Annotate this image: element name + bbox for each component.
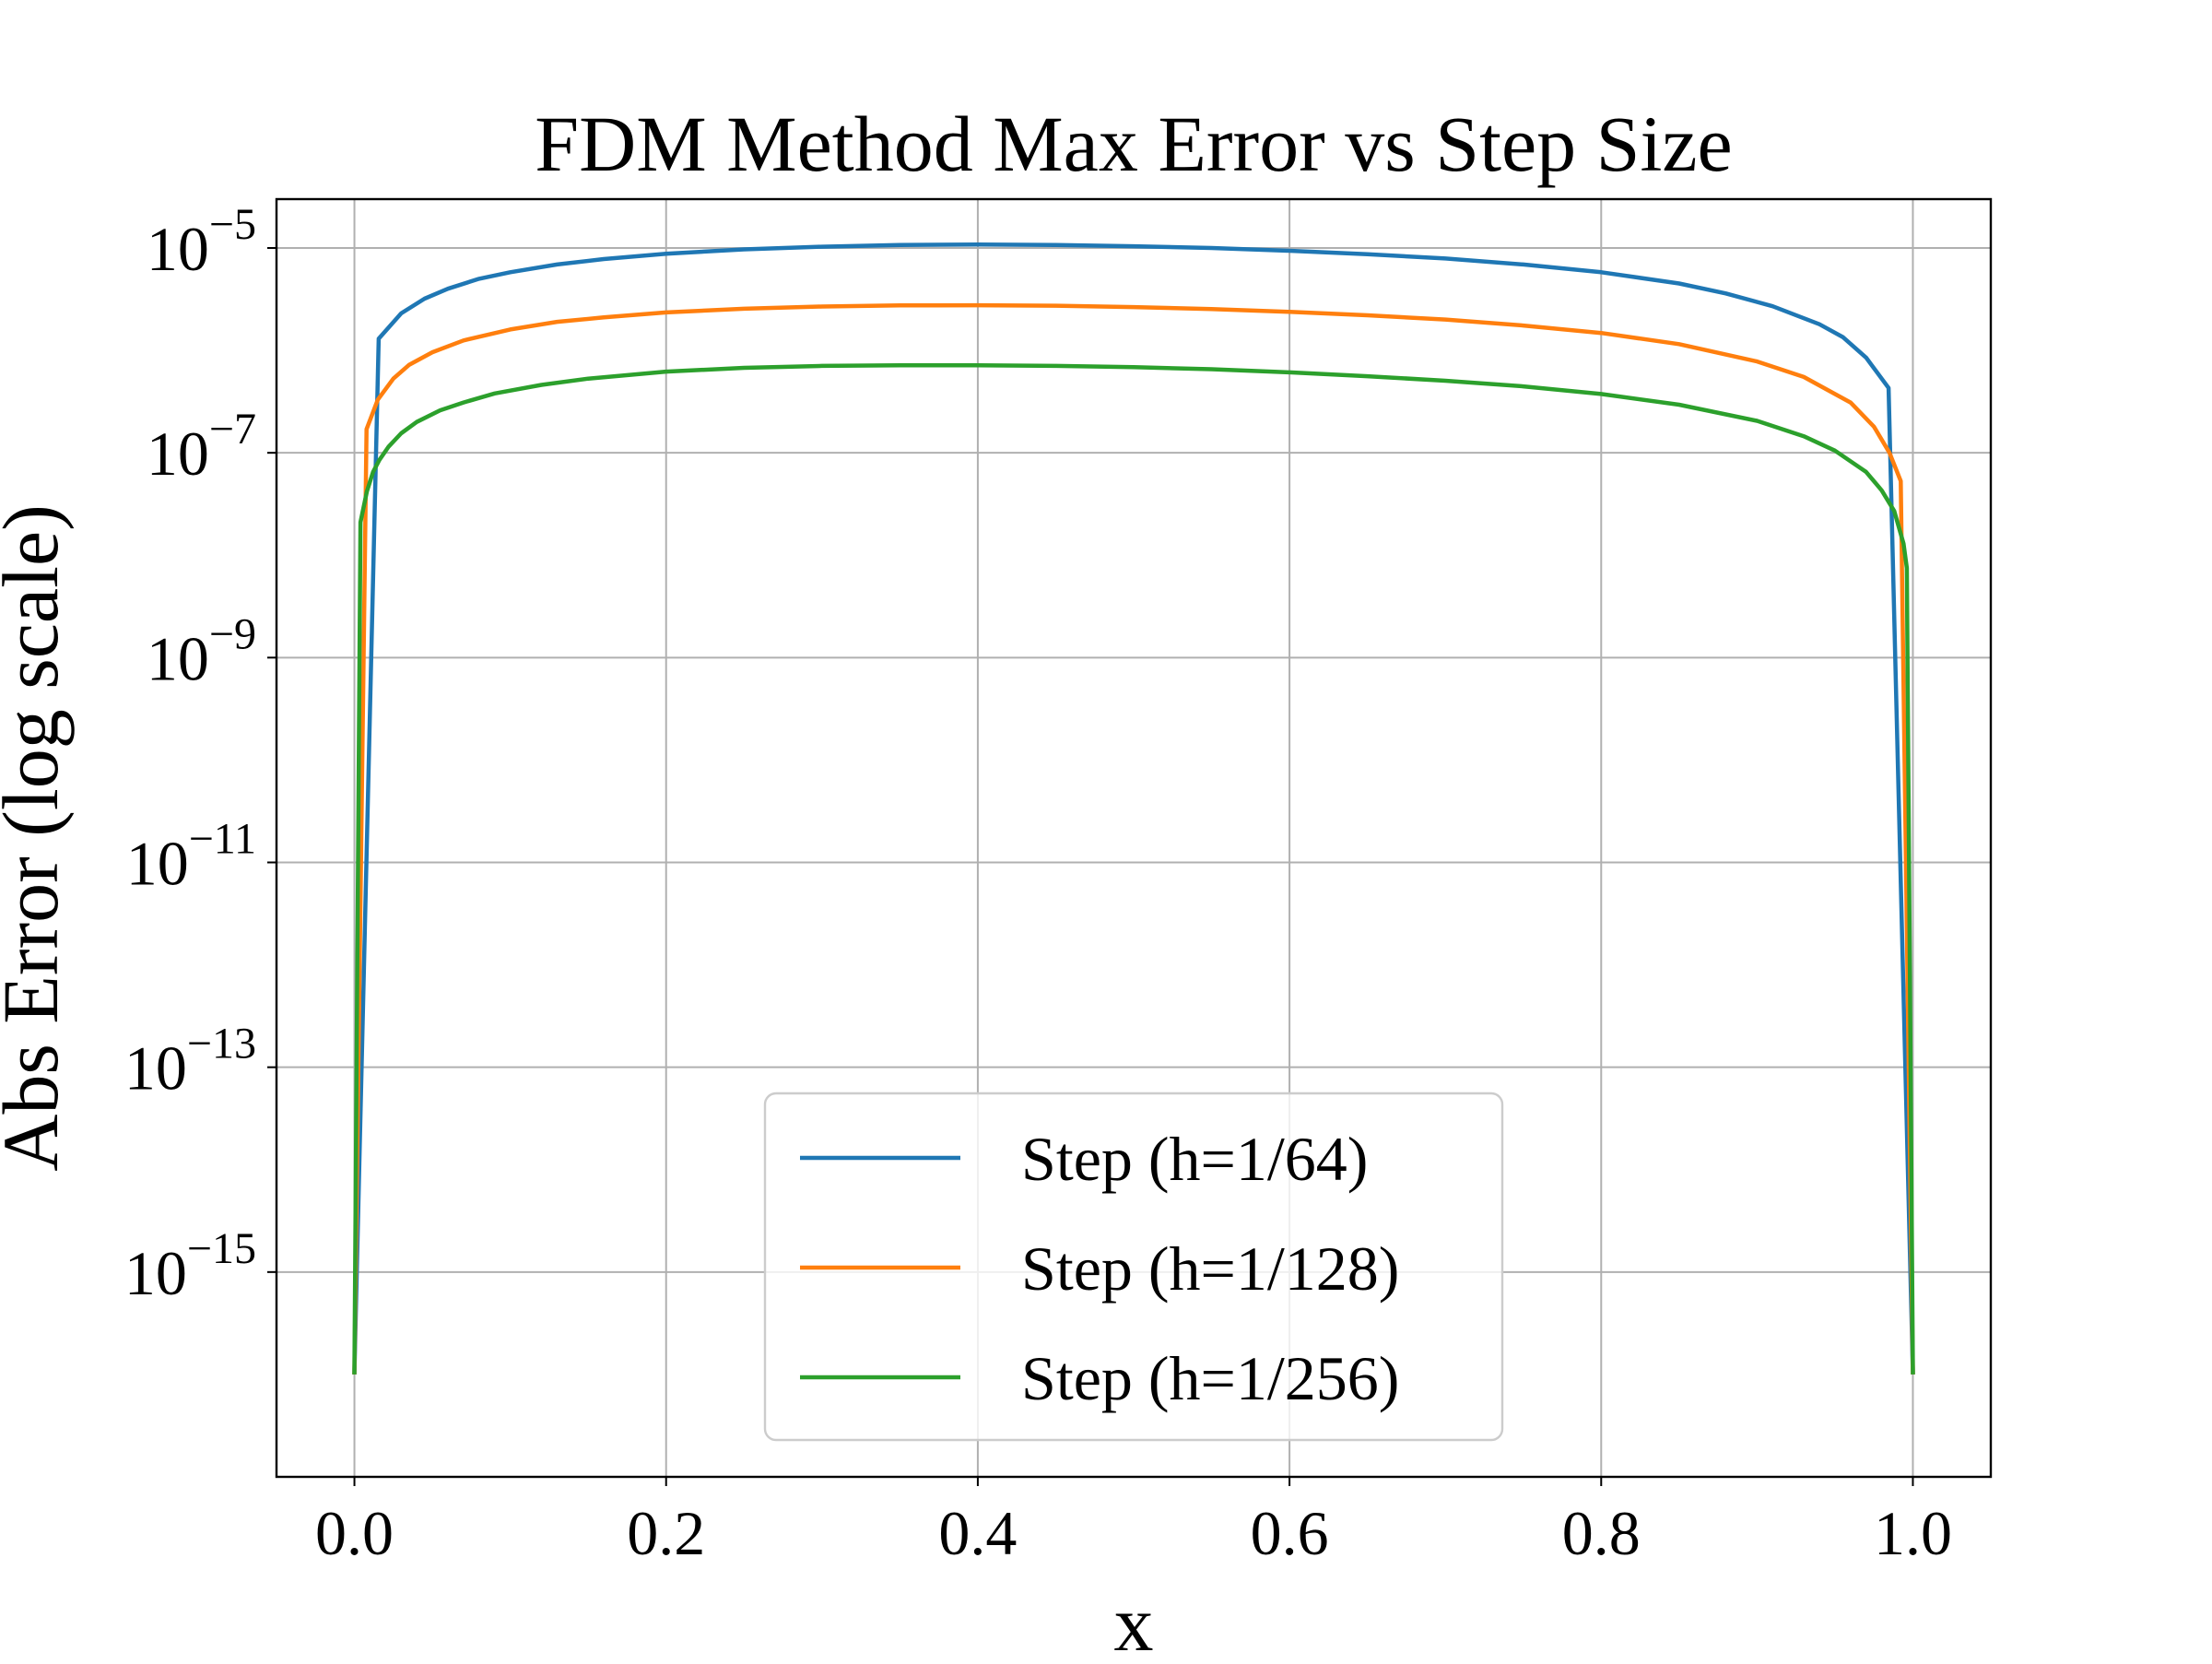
legend: Step (h=1/64) Step (h=1/128) Step (h=1/256… [763, 1092, 1504, 1442]
x-tick-label: 0.0 [315, 1498, 394, 1568]
legend-box [763, 1092, 1504, 1442]
series-line-1 [352, 242, 1915, 1375]
x-tick-label: 0.6 [1251, 1498, 1329, 1568]
x-tick-label: 1.0 [1874, 1498, 1952, 1568]
y-tick-label: 10−5 [147, 200, 256, 284]
legend-items: Step (h=1/64) Step (h=1/128) Step (h=1/256… [800, 1124, 1399, 1413]
x-tick-label: 0.4 [938, 1498, 1017, 1568]
plot-frame [275, 197, 1993, 1479]
x-axis-label: x [1114, 1579, 1154, 1659]
y-axis-label: Abs Error (log scale) [0, 504, 75, 1172]
series-layer [352, 242, 1915, 1375]
y-tick-label: 10−15 [124, 1224, 256, 1308]
x-tick-label: 0.2 [627, 1498, 705, 1568]
y-tick-label: 10−11 [126, 815, 256, 899]
legend-label: Step (h=1/128) [1021, 1233, 1399, 1304]
y-tick-label: 10−13 [124, 1020, 256, 1103]
x-axis-ticks: 0.0 0.2 0.4 0.6 0.8 1.0 [315, 1477, 1952, 1568]
series-line-3 [352, 363, 1915, 1375]
x-tick-label: 0.8 [1562, 1498, 1641, 1568]
chart-title: FDM Method Max Error vs Step Size [535, 100, 1732, 188]
y-axis-ticks: 10−5 10−7 10−9 10−11 10−13 10−15 [124, 200, 276, 1308]
series-line-2 [352, 302, 1915, 1375]
y-tick-label: 10−7 [147, 405, 256, 489]
legend-label: Step (h=1/64) [1021, 1124, 1368, 1194]
y-tick-label: 10−9 [147, 609, 256, 693]
legend-label: Step (h=1/256) [1021, 1343, 1399, 1413]
grid [276, 199, 1991, 1477]
